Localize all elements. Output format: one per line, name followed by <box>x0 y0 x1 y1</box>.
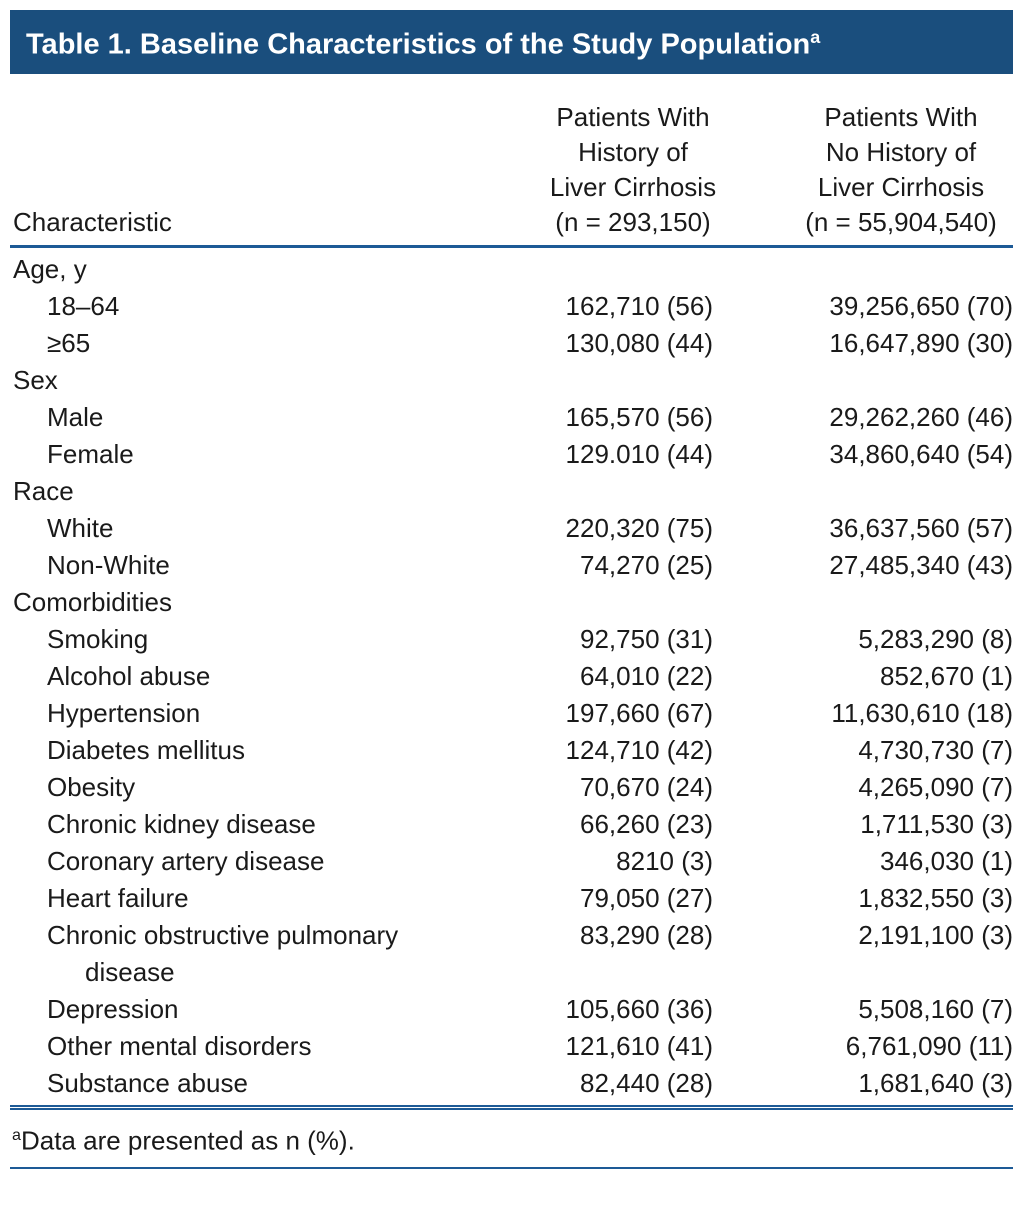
row-label: Chronic obstructive pulmonary disease <box>47 919 399 987</box>
row-label: Diabetes mellitus <box>47 734 245 765</box>
footnote-marker: a <box>12 1125 21 1144</box>
value-no-history-of-cirrhosis: 16,647,890 (30) <box>829 327 1013 358</box>
value-history-of-cirrhosis: 64,010 (22) <box>580 660 713 691</box>
footnote-text: Data are presented as n (%). <box>20 1125 355 1156</box>
row-label: ≥65 <box>47 327 91 358</box>
table-row: Non-White 74,270 (25) 27,485,340 (43) <box>10 547 1013 584</box>
value-no-history-of-cirrhosis: 39,256,650 (70) <box>829 290 1013 321</box>
row-label: Male <box>47 401 104 432</box>
value-no-history-of-cirrhosis: 5,283,290 (8) <box>858 623 1013 654</box>
row-label: 18–64 <box>47 290 120 321</box>
row-label: Coronary artery disease <box>47 845 325 876</box>
value-no-history-of-cirrhosis: 11,630,610 (18) <box>831 697 1013 728</box>
column-header-characteristic: Characteristic <box>13 206 172 237</box>
table-row: Female 129.010 (44) 34,860,640 (54) <box>10 436 1013 473</box>
value-no-history-of-cirrhosis: 29,262,260 (46) <box>829 401 1013 432</box>
value-history-of-cirrhosis: 79,050 (27) <box>580 882 713 913</box>
table-row: 18–64 162,710 (56) 39,256,650 (70) <box>10 288 1013 325</box>
column-header-history-of-cirrhosis: Patients With History of Liver Cirrhosis… <box>549 101 717 237</box>
column-header-no-history-of-cirrhosis: Patients With No History of Liver Cirrho… <box>805 101 997 237</box>
value-history-of-cirrhosis: 83,290 (28) <box>580 919 713 950</box>
row-label: Age, y <box>13 253 87 284</box>
value-history-of-cirrhosis: 8210 (3) <box>616 845 713 876</box>
table-title-bar: Table 1. Baseline Characteristics of the… <box>10 10 1013 74</box>
table-row: White 220,320 (75) 36,637,560 (57) <box>10 510 1013 547</box>
table-row: Alcohol abuse 64,010 (22) 852,670 (1) <box>10 658 1013 695</box>
table-bottom-rule <box>10 1104 1013 1110</box>
value-no-history-of-cirrhosis: 1,711,530 (3) <box>860 808 1013 839</box>
value-history-of-cirrhosis: 66,260 (23) <box>580 808 713 839</box>
value-history-of-cirrhosis: 130,080 (44) <box>565 327 713 358</box>
value-history-of-cirrhosis: 121,610 (41) <box>565 1030 713 1061</box>
section-row: Race <box>10 473 1013 510</box>
row-label: Sex <box>13 364 58 395</box>
value-no-history-of-cirrhosis: 34,860,640 (54) <box>829 438 1013 469</box>
value-history-of-cirrhosis: 70,670 (24) <box>580 771 713 802</box>
baseline-characteristics-table: Table 1. Baseline Characteristics of the… <box>10 10 1013 1170</box>
row-label: Chronic kidney disease <box>47 808 316 839</box>
table-row: ≥65 130,080 (44) 16,647,890 (30) <box>10 325 1013 362</box>
row-label: Alcohol abuse <box>47 660 211 691</box>
table-row: Hypertension 197,660 (67) 11,630,610 (18) <box>10 695 1013 732</box>
table-row: Diabetes mellitus 124,710 (42) 4,730,730 (… <box>10 732 1013 769</box>
table-row: Chronic kidney disease 66,260 (23) 1,711,5… <box>10 806 1013 843</box>
table-row: Coronary artery disease 8210 (3) 346,030 (… <box>10 843 1013 880</box>
value-history-of-cirrhosis: 82,440 (28) <box>580 1067 713 1098</box>
value-no-history-of-cirrhosis: 346,030 (1) <box>880 845 1013 876</box>
section-row: Age, y <box>10 251 1013 288</box>
table-row: Substance abuse 82,440 (28) 1,681,640 (3) <box>10 1065 1013 1102</box>
table-row: Obesity 70,670 (24) 4,265,090 (7) <box>10 769 1013 806</box>
value-no-history-of-cirrhosis: 36,637,560 (57) <box>829 512 1013 543</box>
value-history-of-cirrhosis: 162,710 (56) <box>565 290 713 321</box>
table-footnote: aData are presented as n (%). <box>10 1110 1013 1168</box>
table-row: Smoking 92,750 (31) 5,283,290 (8) <box>10 621 1013 658</box>
row-label: Female <box>47 438 134 469</box>
row-label: Non-White <box>47 549 170 580</box>
value-no-history-of-cirrhosis: 1,832,550 (3) <box>858 882 1013 913</box>
value-no-history-of-cirrhosis: 1,681,640 (3) <box>858 1067 1013 1098</box>
value-history-of-cirrhosis: 129.010 (44) <box>565 438 713 469</box>
row-label: Obesity <box>47 771 136 802</box>
table-row: Other mental disorders 121,610 (41) 6,761,… <box>10 1028 1013 1065</box>
value-history-of-cirrhosis: 220,320 (75) <box>565 512 713 543</box>
row-label: White <box>47 512 114 543</box>
table-row: Male 165,570 (56) 29,262,260 (46) <box>10 399 1013 436</box>
table-body: Age, y 18–64 162,710 (56) 39,256,650 (70) ≥6… <box>10 248 1013 1102</box>
table-header-row: Characteristic Patients With History of … <box>10 100 1013 248</box>
value-no-history-of-cirrhosis: 27,485,340 (43) <box>829 549 1013 580</box>
value-no-history-of-cirrhosis: 4,265,090 (7) <box>858 771 1013 802</box>
value-no-history-of-cirrhosis: 852,670 (1) <box>880 660 1013 691</box>
table-row: Depression 105,660 (36) 5,508,160 (7) <box>10 991 1013 1028</box>
value-history-of-cirrhosis: 165,570 (56) <box>565 401 713 432</box>
section-row: Comorbidities <box>10 584 1013 621</box>
section-row: Sex <box>10 362 1013 399</box>
row-label: Heart failure <box>47 882 189 913</box>
table-row: Heart failure 79,050 (27) 1,832,550 (3) <box>10 880 1013 917</box>
row-label: Race <box>13 475 74 506</box>
table-title: Table 1. Baseline Characteristics of the… <box>26 28 811 61</box>
row-label: Other mental disorders <box>47 1030 312 1061</box>
footnote-bottom-rule <box>10 1167 1013 1170</box>
value-history-of-cirrhosis: 74,270 (25) <box>580 549 713 580</box>
value-history-of-cirrhosis: 105,660 (36) <box>565 993 713 1024</box>
row-label: Comorbidities <box>13 586 172 617</box>
value-no-history-of-cirrhosis: 4,730,730 (7) <box>858 734 1013 765</box>
row-label: Depression <box>47 993 179 1024</box>
value-no-history-of-cirrhosis: 6,761,090 (11) <box>845 1030 1013 1061</box>
value-history-of-cirrhosis: 124,710 (42) <box>565 734 713 765</box>
value-history-of-cirrhosis: 92,750 (31) <box>580 623 713 654</box>
table-title-footnote-marker: a <box>810 27 821 47</box>
value-no-history-of-cirrhosis: 2,191,100 (3) <box>858 919 1013 950</box>
row-label: Hypertension <box>47 697 201 728</box>
value-history-of-cirrhosis: 197,660 (67) <box>565 697 713 728</box>
value-no-history-of-cirrhosis: 5,508,160 (7) <box>858 993 1013 1024</box>
row-label: Smoking <box>47 623 149 654</box>
row-label: Substance abuse <box>47 1067 248 1098</box>
table-row: Chronic obstructive pulmonary disease 83,… <box>10 917 1013 991</box>
